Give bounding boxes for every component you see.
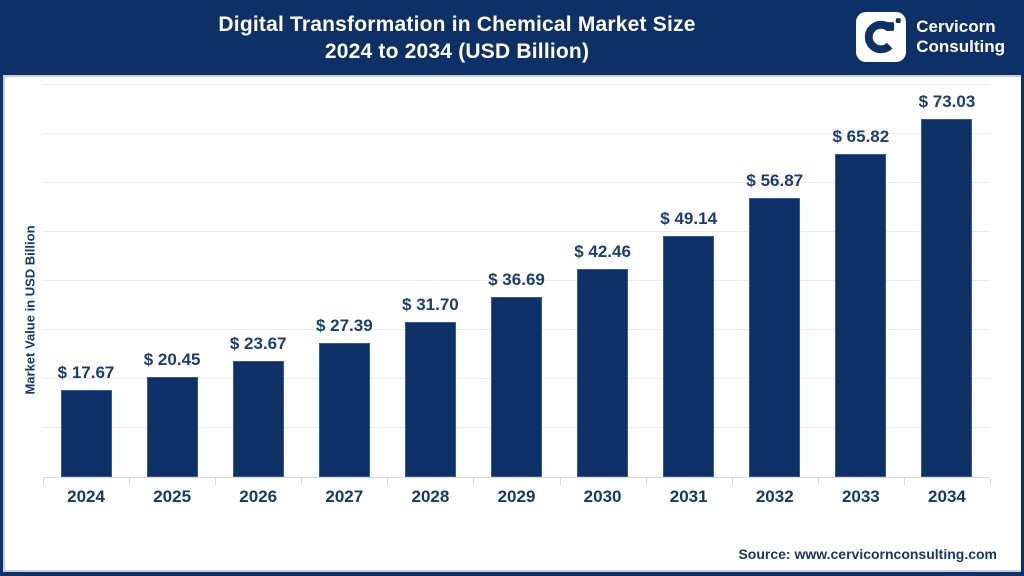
bar-value-label-2032: $ 56.87 <box>746 171 804 191</box>
bar-value-label-2030: $ 42.46 <box>574 241 631 261</box>
x-axis-tick <box>301 478 303 485</box>
x-axis-tick <box>129 478 131 485</box>
x-axis-tick <box>990 478 991 485</box>
bar-2024 <box>60 390 112 477</box>
plot-area: $ 17.67 $ 20.45 $ 23.67 $ 27.39 $ 31.70 $ 36.… <box>43 84 991 485</box>
grid-line-50 <box>43 231 990 232</box>
header-band: Digital Transformation in Chemical Marke… <box>3 0 1021 77</box>
x-axis-tick <box>731 478 733 485</box>
bar-2030 <box>577 268 629 477</box>
cervicorn-logo-icon <box>856 12 907 62</box>
x-tick-label-2029: 2029 <box>497 487 536 506</box>
chart-title-line2: 2024 to 2034 (USD Billion) <box>324 40 590 63</box>
x-axis-labels: 2024 2025 2026 2027 2028 2029 2030 2031 2032 2033… <box>43 487 990 509</box>
logo-c-glyph <box>865 18 901 54</box>
chart-title-line1: Digital Transformation in Chemical Marke… <box>218 13 696 36</box>
x-axis-tick <box>559 478 561 485</box>
x-axis-tick <box>387 478 389 485</box>
y-axis-title: Market Value in USD Billion <box>22 225 38 395</box>
x-axis-tick <box>903 478 905 485</box>
x-tick-label-2028: 2028 <box>411 487 450 506</box>
bar-2028 <box>404 321 456 477</box>
bar-value-label-2025: $ 20.45 <box>143 349 201 369</box>
source-note: Source: www.cervicornconsulting.com <box>738 546 997 562</box>
bar-2029 <box>491 297 542 477</box>
bar-value-label-2027: $ 27.39 <box>315 315 373 335</box>
x-axis-tick <box>473 478 475 485</box>
bar-value-label-2031: $ 49.14 <box>660 209 718 229</box>
brand-name: Cervicorn Consulting <box>916 17 1005 57</box>
grid-line-70 <box>43 133 990 134</box>
x-axis-tick <box>817 478 819 485</box>
bar-2025 <box>146 376 198 477</box>
bar-2034 <box>921 119 973 477</box>
x-tick-label-2030: 2030 <box>583 487 622 506</box>
bar-value-label-2024: $ 17.67 <box>57 363 115 383</box>
bar-value-label-2033: $ 65.82 <box>832 127 890 147</box>
x-axis-tick <box>43 478 44 485</box>
bar-2026 <box>232 361 284 477</box>
bar-value-label-2026: $ 23.67 <box>229 334 287 354</box>
grid-line-40 <box>43 280 990 281</box>
x-tick-label-2032: 2032 <box>755 487 794 506</box>
grid-line-60 <box>43 182 990 183</box>
x-tick-label-2025: 2025 <box>153 487 192 506</box>
x-tick-label-2031: 2031 <box>669 487 708 506</box>
x-axis-tick <box>215 478 217 485</box>
bar-value-label-2029: $ 36.69 <box>488 270 545 290</box>
bar-2027 <box>318 342 370 477</box>
x-tick-label-2027: 2027 <box>325 487 364 506</box>
bar-2031 <box>663 236 715 477</box>
bar-2032 <box>749 198 801 477</box>
brand-name-line2: Consulting <box>916 37 1005 56</box>
bar-2033 <box>835 154 887 477</box>
x-tick-label-2024: 2024 <box>67 487 105 506</box>
x-axis-tick <box>645 478 647 485</box>
bar-value-label-2034: $ 73.03 <box>918 92 976 112</box>
brand-block: Cervicorn Consulting <box>856 12 1005 62</box>
bar-value-label-2028: $ 31.70 <box>402 294 459 314</box>
brand-name-line1: Cervicorn <box>916 17 996 36</box>
chart-title: Digital Transformation in Chemical Marke… <box>3 11 911 65</box>
grid-line-80 <box>43 84 990 85</box>
x-tick-label-2033: 2033 <box>841 487 880 506</box>
x-tick-label-2026: 2026 <box>239 487 278 506</box>
x-tick-label-2034: 2034 <box>928 487 966 506</box>
